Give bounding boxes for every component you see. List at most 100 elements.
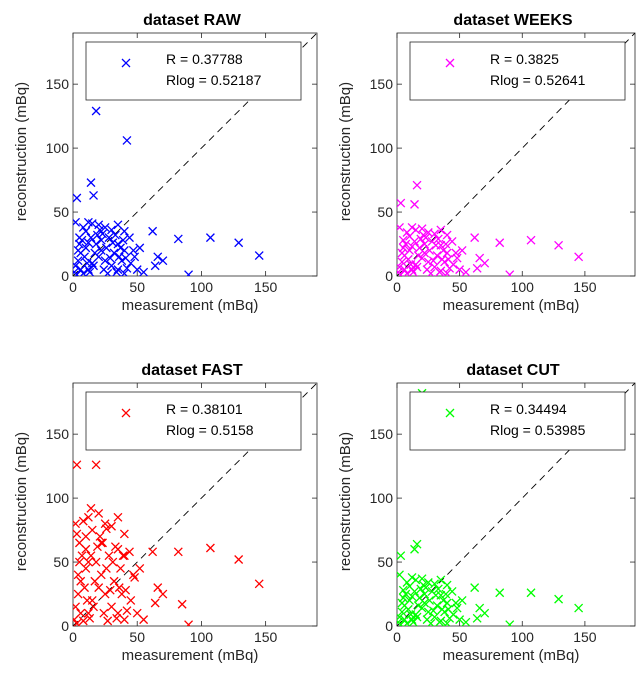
data-point	[113, 265, 123, 275]
data-point	[410, 544, 419, 554]
data-point	[412, 539, 422, 549]
data-point	[91, 557, 101, 567]
x-tick-label: 0	[69, 629, 77, 645]
data-point	[505, 270, 515, 276]
data-point	[78, 268, 88, 276]
data-point	[121, 585, 131, 595]
data-series	[397, 180, 584, 276]
x-tick-label: 150	[254, 629, 278, 645]
data-point	[447, 587, 457, 596]
data-point	[122, 263, 132, 273]
plot-area	[72, 32, 318, 277]
data-point	[105, 253, 115, 263]
data-point	[455, 615, 465, 625]
data-point	[406, 260, 416, 269]
legend-text: Rlog = 0.52187	[166, 72, 262, 88]
data-point	[95, 225, 105, 235]
data-series	[397, 388, 584, 626]
data-point	[90, 248, 100, 258]
data-point	[98, 538, 107, 548]
data-point	[73, 570, 83, 580]
data-point	[430, 229, 440, 239]
data-point	[442, 230, 452, 240]
data-point	[87, 525, 97, 535]
data-point	[108, 238, 118, 248]
x-axis-label: measurement (mBq)	[122, 647, 259, 664]
chart-title: dataset RAW	[143, 12, 242, 29]
data-point	[158, 589, 168, 599]
x-tick-label: 100	[511, 629, 535, 645]
data-point	[83, 557, 93, 567]
data-point	[109, 576, 119, 586]
legend-text: Rlog = 0.5158	[166, 422, 254, 438]
data-point	[73, 256, 83, 266]
data-point	[451, 598, 461, 608]
data-point	[86, 503, 96, 513]
x-tick-label: 100	[511, 279, 535, 295]
data-point	[205, 233, 215, 243]
data-point	[408, 267, 418, 276]
data-point	[125, 233, 134, 243]
y-tick-label: 100	[46, 490, 70, 506]
legend-box	[409, 41, 626, 101]
data-point	[401, 589, 411, 599]
data-point	[81, 544, 91, 554]
data-point	[397, 620, 406, 626]
data-point	[132, 265, 142, 275]
data-point	[402, 618, 412, 626]
legend-text: R = 0.38101	[166, 401, 243, 417]
data-point	[73, 217, 81, 227]
data-point	[410, 199, 419, 209]
data-point	[420, 598, 430, 608]
data-point	[397, 198, 406, 208]
data-point	[452, 253, 462, 263]
data-point	[461, 617, 471, 626]
data-point	[480, 258, 490, 268]
data-point	[574, 603, 584, 613]
data-point	[99, 608, 109, 618]
data-point	[423, 607, 433, 617]
data-point	[150, 261, 160, 271]
chart-title: dataset WEEKS	[453, 12, 572, 29]
data-point	[103, 268, 113, 276]
data-series	[73, 106, 264, 276]
data-point	[78, 516, 88, 526]
data-point	[437, 604, 447, 614]
data-point	[480, 608, 490, 618]
legend-text: Rlog = 0.52641	[490, 72, 586, 88]
data-point	[400, 265, 409, 275]
data-point	[177, 599, 187, 609]
data-point	[173, 234, 183, 244]
data-point	[442, 268, 452, 276]
data-point	[410, 587, 419, 596]
data-point	[428, 606, 438, 616]
data-point	[442, 580, 452, 590]
data-point	[101, 243, 111, 253]
x-tick-label: 150	[573, 279, 597, 295]
data-point	[119, 268, 129, 276]
y-tick-label: 0	[61, 268, 69, 284]
legend-box	[85, 391, 302, 451]
x-axis-label: measurement (mBq)	[122, 297, 259, 314]
legend-box	[409, 391, 626, 451]
data-point	[91, 106, 101, 116]
data-point	[470, 233, 480, 243]
data-point	[413, 601, 423, 610]
data-point	[153, 583, 163, 593]
data-point	[457, 595, 467, 605]
data-point	[130, 572, 140, 582]
data-point	[254, 251, 264, 260]
data-point	[110, 542, 120, 552]
data-point	[397, 598, 407, 608]
data-point	[438, 595, 448, 605]
data-point	[451, 248, 461, 258]
data-point	[92, 230, 102, 240]
data-point	[78, 616, 88, 626]
data-point	[89, 190, 99, 200]
data-point	[430, 579, 440, 589]
y-tick-label: 0	[385, 268, 393, 284]
chart-panel-2: 0 50 100 150 0 50 100 150 R = 0.38101 Rlog = 0.51…	[13, 362, 318, 664]
data-point	[438, 245, 448, 255]
legend-text: Rlog = 0.53985	[490, 422, 586, 438]
data-point	[122, 606, 132, 616]
